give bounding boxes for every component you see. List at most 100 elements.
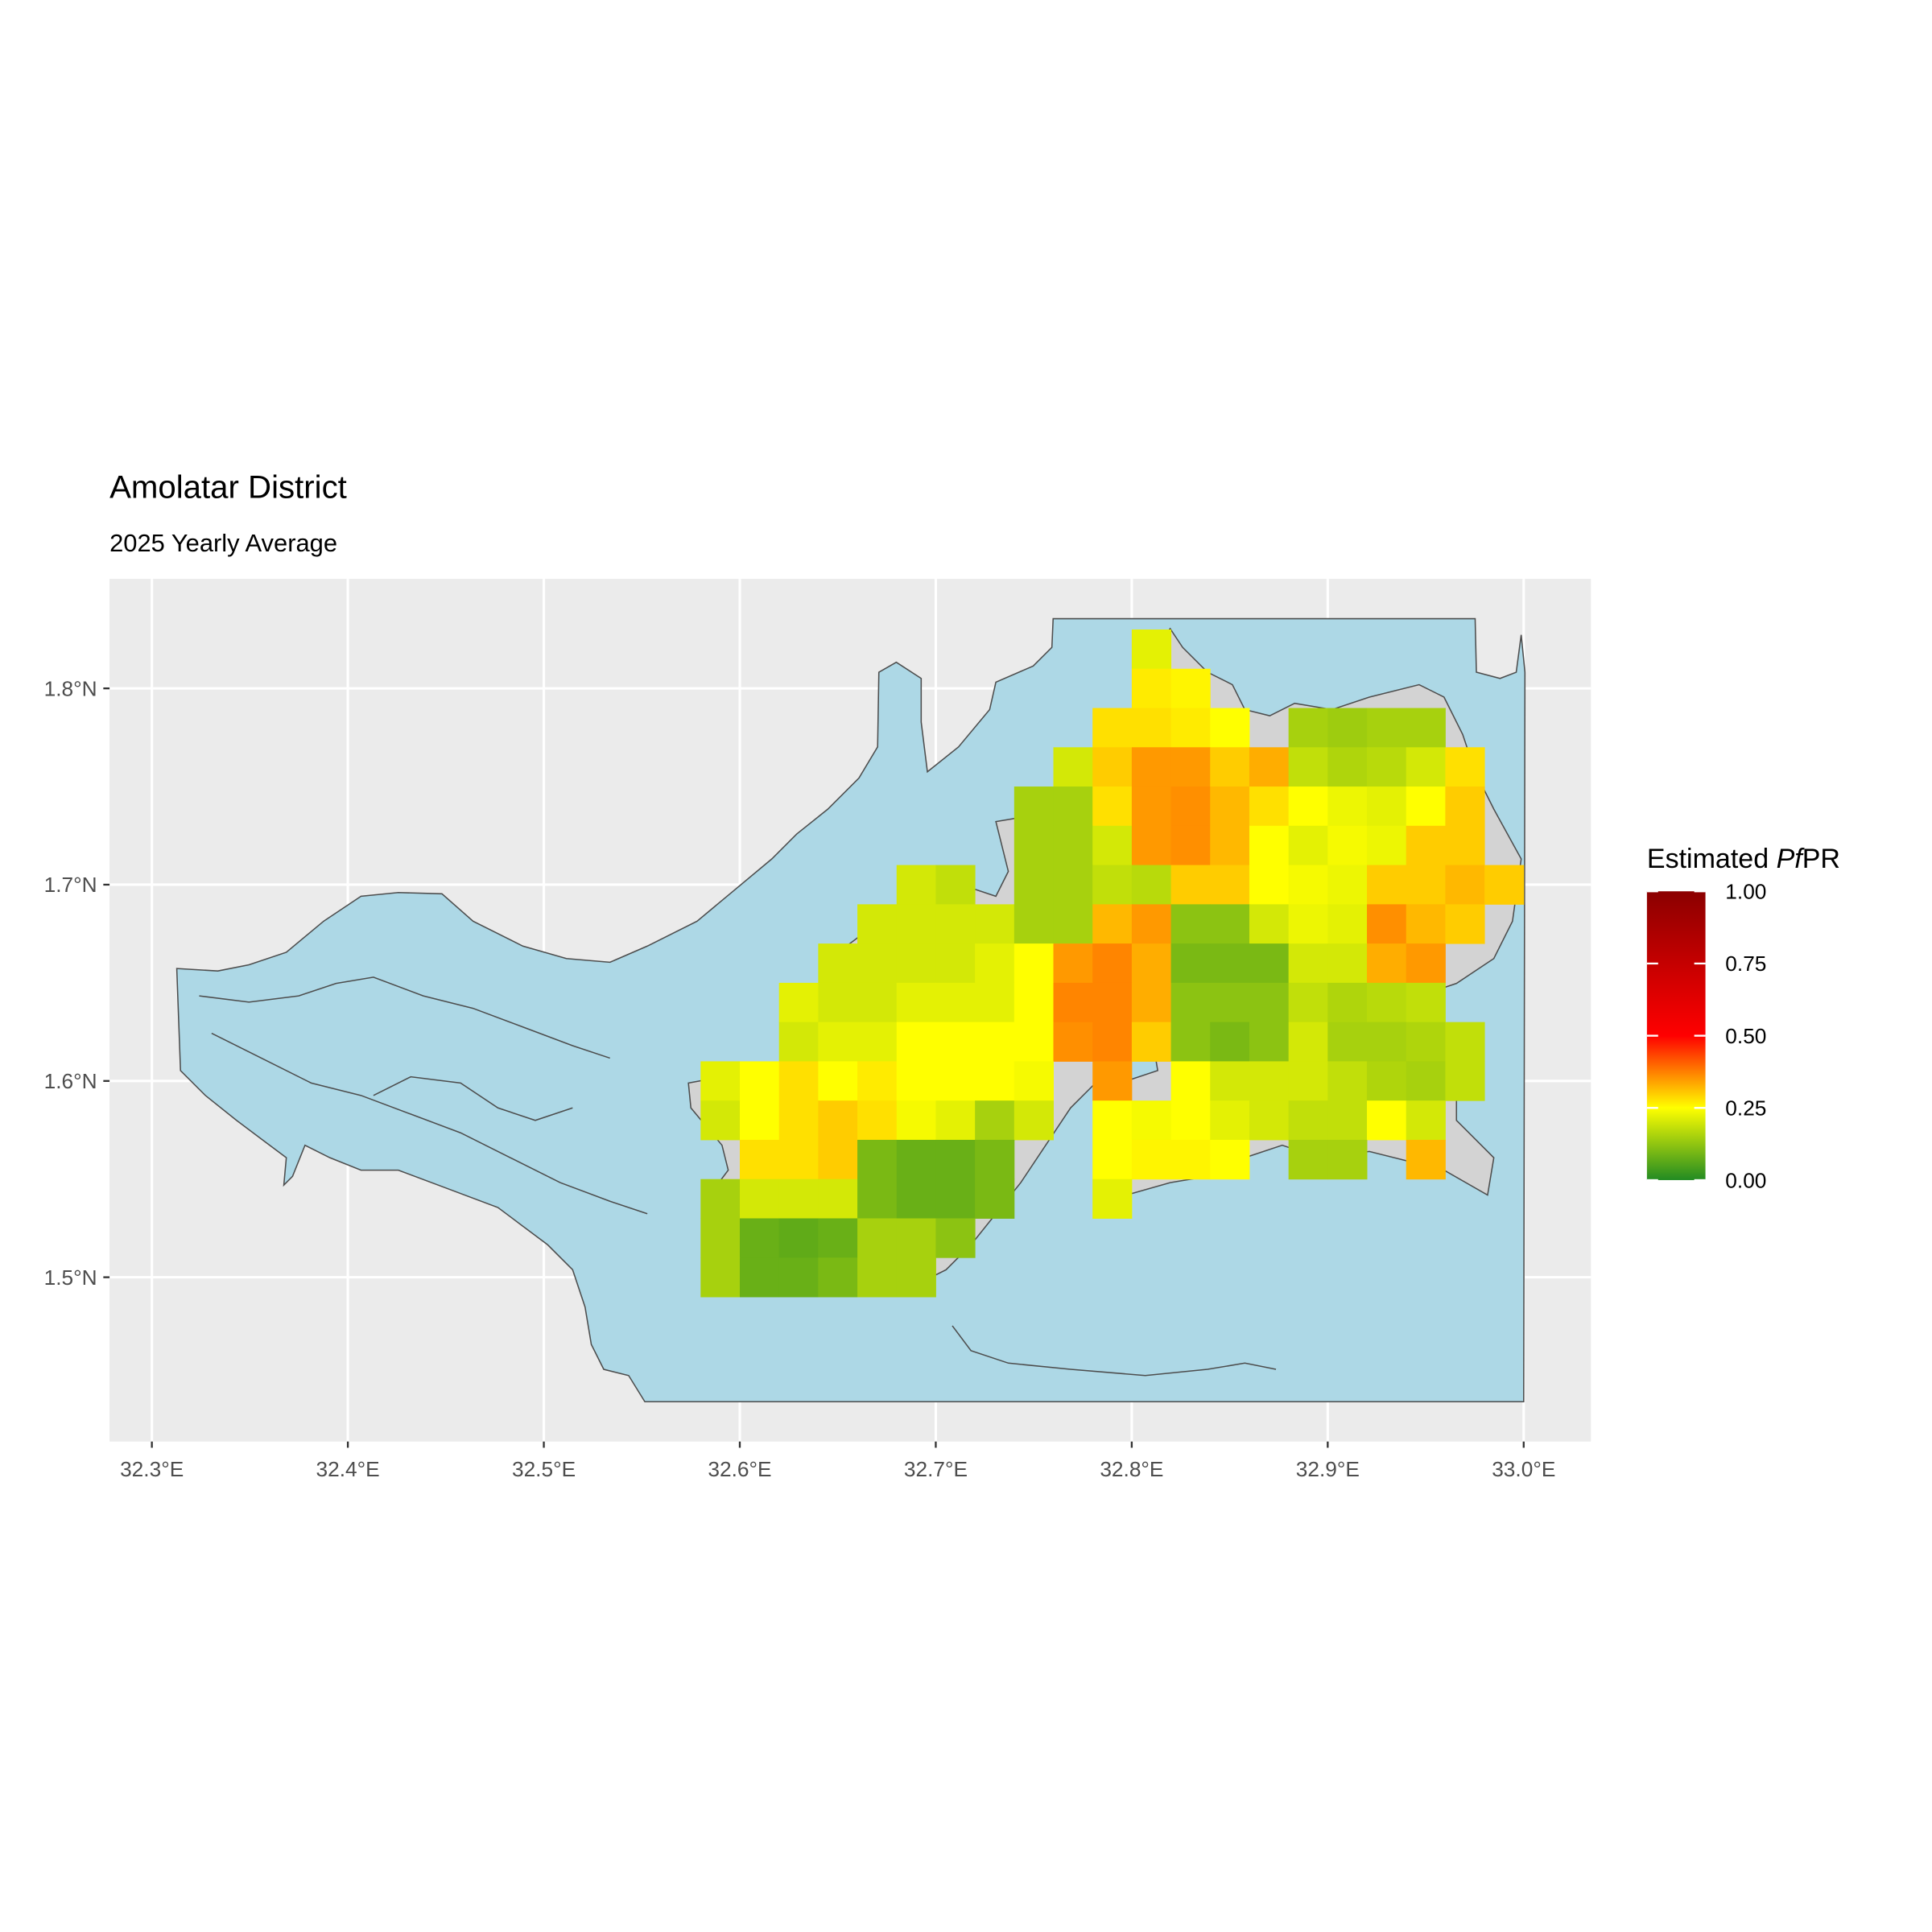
legend-title-part: Estimated <box>1647 844 1777 874</box>
raster-cell <box>896 982 936 1023</box>
raster-cell <box>818 1257 858 1298</box>
raster-cell <box>700 1257 741 1298</box>
raster-cell <box>1249 1100 1290 1141</box>
raster-cell <box>1406 982 1446 1023</box>
raster-cell <box>975 1022 1015 1062</box>
raster-cell <box>1288 904 1328 944</box>
raster-cell <box>1406 1139 1446 1180</box>
raster-cell <box>857 1100 898 1141</box>
raster-cell <box>1327 825 1368 866</box>
legend-tick-label: 0.75 <box>1725 952 1766 976</box>
raster-cell <box>975 1139 1015 1180</box>
raster-cell <box>1327 1061 1368 1101</box>
x-tick-label: 33.0°E <box>1492 1457 1555 1481</box>
raster-cell <box>896 1100 936 1141</box>
chart-subtitle: 2025 Yearly Average <box>109 529 337 557</box>
raster-cell <box>1013 1061 1054 1101</box>
legend-title: Estimated PfPR <box>1647 844 1840 874</box>
raster-cell <box>818 1022 858 1062</box>
raster-cell <box>1170 1139 1211 1180</box>
raster-cell <box>935 1139 976 1180</box>
raster-cell <box>740 1179 780 1219</box>
raster-cell <box>1210 904 1250 944</box>
x-tick-label: 32.9°E <box>1296 1457 1360 1481</box>
legend: Estimated PfPR 0.00 0.25 0.50 0.75 1.00 <box>1646 844 1840 1192</box>
raster-cell <box>975 1179 1015 1219</box>
raster-cell <box>818 1100 858 1141</box>
legend-tick-label: 0.00 <box>1725 1168 1766 1192</box>
raster-cell <box>1170 982 1211 1023</box>
raster-cell <box>1170 1061 1211 1101</box>
raster-cell <box>935 1061 976 1101</box>
raster-cell <box>896 1218 936 1258</box>
raster-cell <box>778 1257 819 1298</box>
raster-cell <box>1092 904 1133 944</box>
raster-cell <box>857 1257 898 1298</box>
raster-cell <box>1053 982 1093 1023</box>
raster-cell <box>1445 1061 1485 1101</box>
raster-cell <box>1092 943 1133 984</box>
raster-cell <box>1406 708 1446 748</box>
raster-cell <box>935 943 976 984</box>
raster-cell <box>740 1218 780 1258</box>
raster-cell <box>857 1139 898 1180</box>
raster-cell <box>1170 904 1211 944</box>
raster-cell <box>1288 1139 1328 1180</box>
raster-cell <box>1249 943 1290 984</box>
x-tick-label: 32.4°E <box>316 1457 380 1481</box>
raster-cell <box>1288 747 1328 787</box>
raster-cell <box>1327 747 1368 787</box>
raster-cell <box>1092 1139 1133 1180</box>
raster-cell <box>935 904 976 944</box>
y-tick-label: 1.5°N <box>44 1265 97 1290</box>
x-tick-label: 32.7°E <box>904 1457 968 1481</box>
raster-cell <box>1092 786 1133 827</box>
legend-tick-label: 1.00 <box>1725 879 1766 903</box>
raster-cell <box>1288 1100 1328 1141</box>
map <box>175 617 1526 1403</box>
raster-cell <box>1131 786 1172 827</box>
raster-cell <box>1327 904 1368 944</box>
raster-cell <box>857 904 898 944</box>
raster-cell <box>818 1218 858 1258</box>
raster-cell <box>1249 1061 1290 1101</box>
raster-cell <box>1053 825 1093 866</box>
raster-cell <box>740 1061 780 1101</box>
raster-cell <box>857 1179 898 1219</box>
raster-cell <box>1367 943 1407 984</box>
raster-cell <box>1092 708 1133 748</box>
raster-cell <box>1210 747 1250 787</box>
raster-cell <box>1367 865 1407 905</box>
raster-cell <box>1367 904 1407 944</box>
raster-cell <box>1210 865 1250 905</box>
raster-cell <box>935 1100 976 1141</box>
raster-cell <box>1013 865 1054 905</box>
raster-cell <box>1210 1022 1250 1062</box>
axes: 32.3°E 32.4°E 32.5°E 32.6°E 32.7°E 32.8°E 32.9… <box>44 676 1556 1481</box>
raster-cell <box>1445 1022 1485 1062</box>
raster-cell <box>1170 865 1211 905</box>
raster-cell <box>975 1100 1015 1141</box>
raster-cell <box>818 1179 858 1219</box>
raster-cell <box>1013 1100 1054 1141</box>
raster-cell <box>1367 708 1407 748</box>
raster-cell <box>1367 786 1407 827</box>
raster-cell <box>700 1218 741 1258</box>
legend-title-part: PR <box>1802 844 1840 874</box>
raster-cell <box>1092 1061 1133 1101</box>
raster-cell <box>1367 747 1407 787</box>
raster-cell <box>778 1061 819 1101</box>
raster-cell <box>1170 668 1211 708</box>
x-tick-label: 32.8°E <box>1100 1457 1163 1481</box>
legend-title-part: Pf <box>1777 844 1806 874</box>
raster-cell <box>740 1257 780 1298</box>
raster-cell <box>1249 825 1290 866</box>
raster-cell <box>935 982 976 1023</box>
raster-cell <box>1131 825 1172 866</box>
x-tick-label: 32.3°E <box>120 1457 184 1481</box>
raster-cell <box>700 1061 741 1101</box>
raster-cell <box>1170 747 1211 787</box>
raster-cell <box>935 1218 976 1258</box>
raster-cell <box>1170 708 1211 748</box>
raster-cell <box>896 1179 936 1219</box>
